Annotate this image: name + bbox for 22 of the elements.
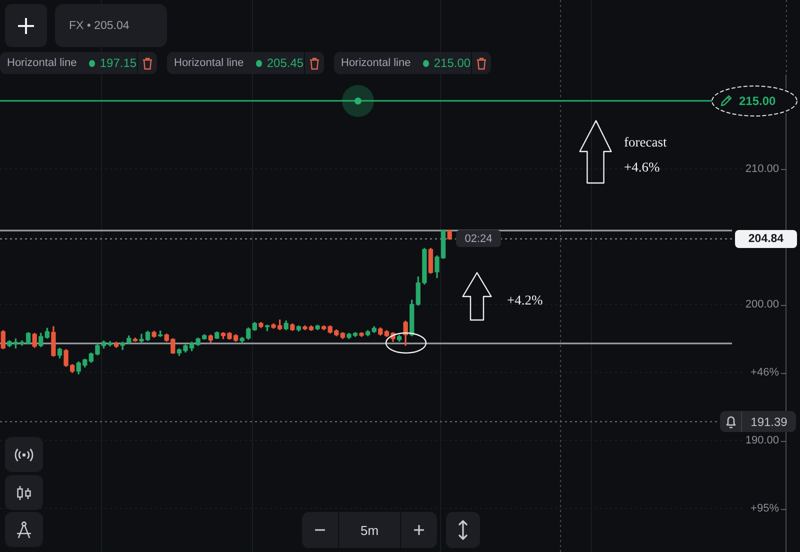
drawing-chip: Horizontal line 215.00 [334, 52, 491, 74]
chart-title: FX • 205.04 [69, 20, 130, 32]
annotation: +95% [750, 502, 780, 515]
ref-line-label: 215.00 [739, 94, 776, 108]
drawing-chip: Horizontal line 197.15 [0, 52, 157, 74]
annotation: +4.6% [624, 160, 660, 175]
drawing-chip: Horizontal line 205.45 [167, 52, 324, 74]
y-tick-label: 200.00 [745, 298, 779, 311]
y-tick-label: 190.00 [745, 434, 779, 447]
annotation: forecast [624, 134, 667, 150]
asset-card: FX • 205.04 [55, 4, 167, 47]
y-tick-label: 210.00 [745, 162, 779, 175]
annotation: +46% [750, 366, 780, 379]
ref-line-label: 204.84 [748, 232, 784, 245]
timer-chip: 02:24 [456, 230, 501, 248]
ref-line-label: 191.39 [750, 414, 788, 429]
timeframe-control: 5m [302, 512, 437, 548]
annotation: +4.2% [507, 292, 543, 308]
annotation: 5m [338, 512, 402, 548]
alert-tag: 191.39 [720, 411, 796, 432]
price-tag: 204.84 [735, 230, 797, 248]
annotation: 02:24 [464, 232, 492, 245]
